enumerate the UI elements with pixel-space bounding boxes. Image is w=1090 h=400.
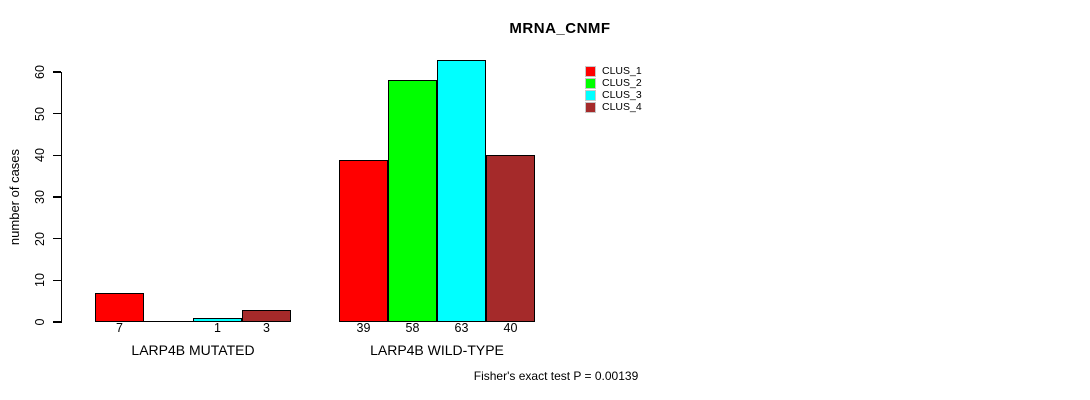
legend-swatch-CLUS_3 bbox=[585, 89, 596, 101]
y-tick bbox=[52, 196, 61, 198]
bar-value-label: 39 bbox=[356, 321, 371, 335]
legend-label: CLUS_3 bbox=[602, 88, 642, 101]
category-label: LARP4B MUTATED bbox=[131, 342, 255, 358]
bar-CLUS_3 bbox=[193, 317, 242, 322]
bar-CLUS_1 bbox=[95, 292, 144, 322]
y-axis-label: number of cases bbox=[7, 148, 22, 246]
y-tick-label: 30 bbox=[33, 190, 47, 204]
legend-item-CLUS_1: CLUS_1 bbox=[585, 65, 642, 77]
annotation-fisher-test: Fisher's exact test P = 0.00139 bbox=[473, 369, 639, 383]
y-tick-label: 50 bbox=[33, 106, 47, 121]
legend-label: CLUS_4 bbox=[602, 101, 642, 114]
y-tick-label: 60 bbox=[33, 65, 47, 79]
y-tick bbox=[52, 238, 61, 240]
bar-value-label: 1 bbox=[214, 321, 221, 335]
y-tick-label: 0 bbox=[33, 318, 47, 326]
legend-item-CLUS_3: CLUS_3 bbox=[585, 89, 642, 101]
y-tick bbox=[52, 279, 61, 281]
legend-item-CLUS_2: CLUS_2 bbox=[585, 77, 642, 89]
bar-value-label: 63 bbox=[454, 321, 469, 335]
bar-value-label: 58 bbox=[405, 321, 420, 335]
bar-CLUS_4 bbox=[242, 309, 291, 322]
y-tick-label: 10 bbox=[33, 273, 47, 288]
bar-CLUS_3 bbox=[437, 59, 486, 322]
legend-swatch-CLUS_1 bbox=[585, 65, 596, 77]
bar-value-label: 3 bbox=[263, 321, 270, 335]
bar-value-label: 40 bbox=[503, 321, 518, 335]
legend: CLUS_1 CLUS_2 CLUS_3 CLUS_4 bbox=[585, 65, 642, 114]
y-tick-label: 40 bbox=[33, 148, 47, 163]
legend-label: CLUS_2 bbox=[602, 76, 642, 89]
bar-value-label: 7 bbox=[116, 321, 123, 335]
y-tick bbox=[52, 113, 61, 115]
y-tick bbox=[52, 154, 61, 156]
legend-item-CLUS_4: CLUS_4 bbox=[585, 102, 642, 114]
y-tick bbox=[52, 71, 61, 73]
legend-label: CLUS_1 bbox=[602, 64, 642, 77]
legend-swatch-CLUS_2 bbox=[585, 77, 596, 89]
bar-CLUS_1 bbox=[339, 159, 388, 322]
y-tick-label: 20 bbox=[33, 231, 47, 246]
chart-title: MRNA_CNMF bbox=[509, 20, 611, 37]
y-axis-line bbox=[60, 72, 62, 324]
bar-CLUS_4 bbox=[486, 155, 535, 322]
category-label: LARP4B WILD-TYPE bbox=[370, 342, 504, 358]
y-tick bbox=[52, 321, 61, 323]
bar-CLUS_2 bbox=[388, 80, 437, 322]
legend-swatch-CLUS_4 bbox=[585, 102, 596, 114]
